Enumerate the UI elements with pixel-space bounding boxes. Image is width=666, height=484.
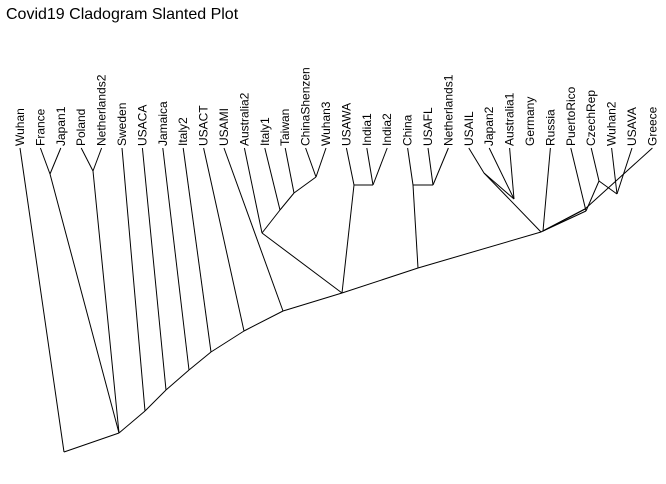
- branch: [282, 292, 343, 312]
- branch: [345, 147, 355, 186]
- tip-label: Germany: [523, 97, 537, 146]
- branch: [542, 147, 551, 232]
- tip-label: Jamaica: [156, 101, 170, 146]
- branch: [49, 173, 120, 434]
- branch: [341, 267, 419, 294]
- tip-label: USAIL: [462, 111, 476, 146]
- branch: [366, 147, 374, 186]
- branch: [584, 147, 653, 210]
- branch: [203, 147, 245, 332]
- branch: [417, 231, 542, 269]
- branch: [611, 147, 618, 195]
- cladogram-tip-labels: Wuhan France Japan1 Poland Netherlands2 Swede…: [13, 67, 659, 146]
- branch: [144, 389, 167, 412]
- tip-label: Australia2: [237, 92, 251, 146]
- branch: [261, 209, 281, 234]
- tip-label: USAFL: [421, 107, 435, 146]
- tip-label: China: [401, 114, 415, 146]
- branch: [210, 330, 245, 353]
- tip-label: ChinaShenzen: [299, 67, 313, 146]
- tip-label: USACA: [135, 105, 149, 146]
- branch: [432, 147, 449, 186]
- tip-label: Italy2: [176, 117, 190, 146]
- branch: [188, 351, 212, 371]
- branch: [118, 410, 146, 434]
- branch: [92, 170, 120, 434]
- branch: [264, 147, 281, 211]
- branch: [293, 176, 317, 194]
- branch: [598, 180, 618, 195]
- branch: [165, 369, 190, 391]
- branch: [616, 147, 633, 195]
- tip-label: Taiwan: [278, 109, 292, 146]
- branch: [223, 147, 284, 312]
- tip-label: India2: [380, 113, 394, 146]
- tip-label: Poland: [74, 109, 88, 146]
- tip-label: USAMI: [217, 108, 231, 146]
- branch: [341, 184, 355, 294]
- branch: [483, 172, 515, 200]
- tip-label: Wuhan: [13, 108, 27, 146]
- branch: [488, 147, 515, 200]
- branch: [162, 147, 190, 371]
- tip-label: Japan2: [482, 106, 496, 146]
- branch: [63, 432, 120, 453]
- branch: [141, 147, 167, 391]
- branch: [243, 310, 284, 332]
- branch: [509, 147, 515, 200]
- tip-label: USAVA: [625, 107, 639, 146]
- branch: [121, 147, 146, 412]
- branch: [182, 147, 212, 353]
- tip-label: USACT: [197, 105, 211, 146]
- branch: [243, 147, 263, 234]
- branch: [372, 147, 388, 186]
- tip-label: Australia1: [503, 92, 517, 146]
- tip-label: Greece: [645, 106, 659, 146]
- branch: [279, 192, 295, 211]
- branch: [540, 208, 586, 233]
- tip-label: Wuhan3: [319, 101, 333, 146]
- tip-label: PuertoRico: [564, 86, 578, 146]
- tip-label: India1: [360, 113, 374, 146]
- tip-label: France: [33, 108, 47, 146]
- branch: [483, 172, 542, 233]
- cladogram-edges: [19, 147, 653, 453]
- branch: [305, 147, 317, 178]
- branch: [570, 147, 587, 212]
- tip-label: USAWA: [339, 103, 353, 146]
- branch: [39, 147, 51, 175]
- tip-label: Wuhan2: [605, 101, 619, 146]
- branch: [49, 147, 62, 175]
- page-title: Covid19 Cladogram Slanted Plot: [6, 6, 239, 23]
- branch: [468, 147, 485, 174]
- tip-label: Netherlands1: [441, 74, 455, 146]
- tip-label: Russia: [543, 109, 557, 146]
- branch: [590, 147, 600, 182]
- branch: [92, 147, 103, 172]
- branch: [407, 147, 414, 186]
- branch: [412, 184, 419, 269]
- branch: [284, 147, 295, 194]
- tip-label: Sweden: [115, 103, 129, 146]
- branch: [427, 147, 434, 186]
- tip-label: CzechRep: [584, 90, 598, 146]
- branch: [19, 147, 65, 453]
- branch: [315, 147, 327, 178]
- tip-label: Italy1: [258, 117, 272, 146]
- branch: [261, 232, 343, 294]
- tip-label: Netherlands2: [95, 74, 109, 146]
- branch: [80, 147, 94, 172]
- tip-label: Japan1: [54, 106, 68, 146]
